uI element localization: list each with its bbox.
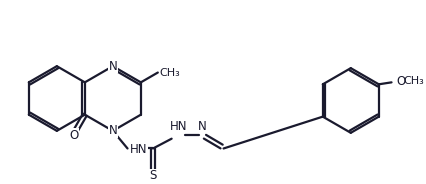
Text: N: N	[109, 124, 117, 137]
Text: N: N	[109, 60, 117, 73]
Text: O: O	[69, 129, 79, 142]
Text: CH₃: CH₃	[160, 68, 181, 77]
Text: HN: HN	[130, 143, 147, 156]
Text: S: S	[150, 169, 157, 182]
Text: N: N	[198, 120, 206, 133]
Text: HN: HN	[170, 120, 187, 133]
Text: CH₃: CH₃	[403, 76, 424, 86]
Text: O: O	[397, 75, 406, 88]
